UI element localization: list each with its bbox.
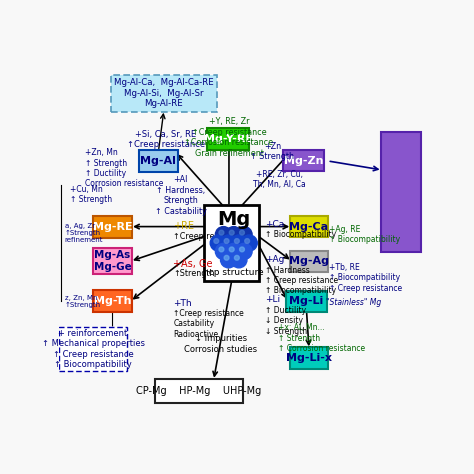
Text: ↑Creep resistance
Castability
Radioactive: ↑Creep resistance Castability Radioactiv…	[173, 309, 244, 338]
Circle shape	[229, 247, 234, 252]
Circle shape	[231, 252, 247, 268]
Text: Mg-Th: Mg-Th	[94, 296, 131, 306]
Text: +RE, Zr, Cu,
Th, Mn, Al, Ca: +RE, Zr, Cu, Th, Mn, Al, Ca	[253, 170, 306, 190]
Text: +Al
↑ Hardness,
Strength
↑ Castability: +Al ↑ Hardness, Strength ↑ Castability	[155, 175, 206, 216]
Text: + reinforcement
↑ Mechanical properties
↑ Creep resistance
↑ Biocompatibility: + reinforcement ↑ Mechanical properties …	[42, 329, 145, 369]
Circle shape	[239, 230, 245, 235]
Text: Mg-RE: Mg-RE	[93, 222, 132, 232]
FancyBboxPatch shape	[283, 150, 324, 172]
Text: ↑ Ductility
↓ Density
↓ Strength: ↑ Ductility ↓ Density ↓ Strength	[265, 306, 307, 336]
Text: +Tb, RE
↑ Biocompatibility
↑ Creep resistance: +Tb, RE ↑ Biocompatibility ↑ Creep resis…	[329, 263, 402, 293]
FancyBboxPatch shape	[139, 150, 178, 172]
Text: Mg-Ca: Mg-Ca	[290, 222, 328, 232]
Circle shape	[215, 243, 231, 259]
Circle shape	[215, 227, 231, 243]
Text: +Ca: +Ca	[265, 220, 284, 229]
Text: Mg-Al-Ca,  Mg-Al-Ca-RE
Mg-Al-Si,  Mg-Al-Sr
Mg-Al-RE: Mg-Al-Ca, Mg-Al-Ca-RE Mg-Al-Si, Mg-Al-Sr…	[114, 79, 214, 108]
FancyBboxPatch shape	[290, 216, 328, 237]
FancyBboxPatch shape	[93, 248, 132, 274]
Circle shape	[235, 238, 239, 244]
Circle shape	[245, 238, 250, 244]
Text: +Cu, Mn
↑ Strength: +Cu, Mn ↑ Strength	[70, 185, 112, 204]
Text: +Ag: +Ag	[265, 255, 284, 264]
Circle shape	[220, 252, 237, 268]
Text: hcp structure: hcp structure	[203, 268, 264, 277]
Text: ↑ Biocompatibility: ↑ Biocompatibility	[265, 230, 336, 239]
Circle shape	[239, 247, 245, 252]
FancyBboxPatch shape	[290, 251, 328, 272]
Text: Mg-Y-RE: Mg-Y-RE	[204, 134, 253, 144]
Text: Mg-Zn: Mg-Zn	[284, 156, 323, 166]
FancyBboxPatch shape	[204, 205, 259, 282]
Text: ↑ Hardness
↑ Creep resistance
↑ Biocompatibility: ↑ Hardness ↑ Creep resistance ↑ Biocompa…	[265, 265, 338, 295]
Circle shape	[219, 247, 224, 252]
FancyBboxPatch shape	[93, 291, 132, 312]
Text: +Y, RE, Zr
↑Creep resistance
↑Corrosion resistance
Grain refinement: +Y, RE, Zr ↑Creep resistance ↑Corrosion …	[184, 118, 273, 158]
Text: +Ag, RE
↑ Biocompatibility: +Ag, RE ↑ Biocompatibility	[329, 225, 401, 244]
Text: Mg: Mg	[217, 210, 250, 229]
Text: +x: Al, Mn...
↑ Strength
↑ Corrosion resistance: +x: Al, Mn... ↑ Strength ↑ Corrosion res…	[278, 323, 365, 353]
FancyBboxPatch shape	[155, 379, 243, 403]
FancyBboxPatch shape	[381, 132, 421, 252]
Circle shape	[236, 227, 252, 243]
Text: Mg-Al: Mg-Al	[140, 156, 176, 166]
Text: a, Ag, Zr
↑Strength
refinement: a, Ag, Zr ↑Strength refinement	[65, 223, 103, 243]
FancyBboxPatch shape	[207, 128, 249, 150]
Text: +Zn
↑ Strength: +Zn ↑ Strength	[250, 142, 294, 161]
Text: +As, Ge: +As, Ge	[173, 259, 213, 269]
Text: Mg-Ag: Mg-Ag	[289, 256, 329, 266]
Text: +Li: +Li	[265, 295, 280, 304]
Text: +Si, Ca, Sr, RE
↑Creep resistance: +Si, Ca, Sr, RE ↑Creep resistance	[127, 130, 205, 149]
Text: z, Zn, Mn
↑Strength: z, Zn, Mn ↑Strength	[65, 295, 101, 308]
Circle shape	[226, 243, 242, 259]
Text: CP-Mg    HP-Mg    UHP-Mg: CP-Mg HP-Mg UHP-Mg	[136, 386, 262, 396]
FancyBboxPatch shape	[93, 216, 132, 237]
Circle shape	[224, 238, 229, 244]
FancyBboxPatch shape	[110, 75, 217, 112]
FancyBboxPatch shape	[59, 327, 127, 371]
Circle shape	[236, 243, 252, 259]
Circle shape	[241, 235, 257, 251]
Text: ↓ Impurities
Corrosion studies: ↓ Impurities Corrosion studies	[184, 334, 257, 354]
Circle shape	[220, 235, 237, 251]
Circle shape	[229, 230, 234, 235]
Text: +Zn, Mn
↑ Strength
↑ Ductility
Corrosion resistance: +Zn, Mn ↑ Strength ↑ Ductility Corrosion…	[85, 148, 164, 188]
Text: +Th: +Th	[173, 299, 192, 308]
Circle shape	[219, 230, 224, 235]
FancyBboxPatch shape	[286, 291, 327, 312]
Text: "Stainless" Mg: "Stainless" Mg	[326, 299, 381, 308]
Text: Mg-Li: Mg-Li	[289, 296, 324, 306]
FancyBboxPatch shape	[290, 347, 328, 369]
Text: ↑Creep resistance: ↑Creep resistance	[173, 232, 248, 241]
Text: Mg-As
Mg-Ge: Mg-As Mg-Ge	[94, 250, 131, 272]
Text: ↑Strength: ↑Strength	[173, 269, 215, 278]
Circle shape	[235, 255, 239, 260]
Circle shape	[210, 235, 227, 251]
Circle shape	[214, 238, 219, 244]
Text: +RE: +RE	[173, 221, 194, 231]
Text: Mg-Li-x: Mg-Li-x	[286, 353, 332, 363]
Circle shape	[224, 255, 229, 260]
Circle shape	[231, 235, 247, 251]
Circle shape	[226, 227, 242, 243]
